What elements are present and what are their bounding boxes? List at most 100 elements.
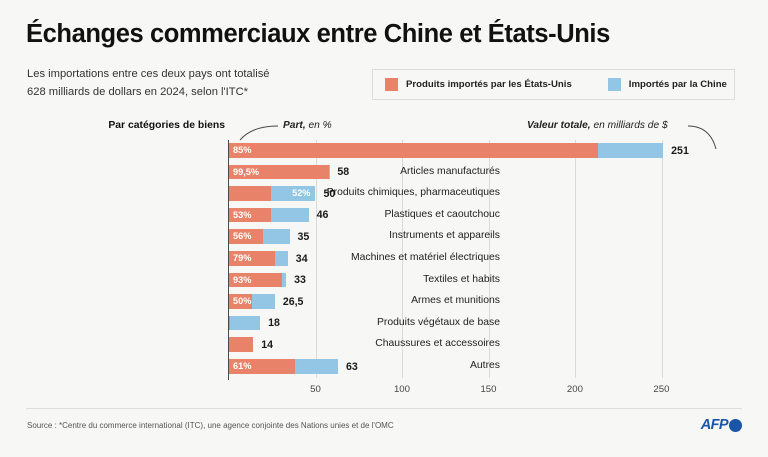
bar-segment-china-imports xyxy=(328,164,330,180)
legend-swatch-china-imports xyxy=(607,78,621,91)
chart-row-total-label: 35 xyxy=(297,230,310,243)
x-tick-label: 50 xyxy=(310,384,321,395)
chart-row-category-label: Machines et matériel électriques xyxy=(350,252,500,263)
chart-row-total-label: 63 xyxy=(345,360,358,373)
afp-logo: AFP xyxy=(701,417,742,433)
chart-row-bar xyxy=(229,337,254,352)
bar-segment-china-imports xyxy=(282,272,287,288)
chart-row-category-label: Produits chimiques, pharmaceutiques xyxy=(326,187,500,199)
legend-label-china-imports: Importés par la Chine xyxy=(628,79,727,90)
annotation-total-bold: Valeur totale, xyxy=(527,120,591,131)
footer-divider xyxy=(26,408,742,409)
bar-segment-us-imports xyxy=(229,315,230,331)
afp-logo-dot-icon xyxy=(729,418,742,432)
chart-row-bar: 99,5% xyxy=(229,164,330,180)
bar-segment-share-label: 93% xyxy=(233,274,252,285)
chart-row: Machines et matériel électriques 79% 34 xyxy=(229,251,741,272)
chart-row-bar: 93% xyxy=(229,272,287,288)
annotation-total-label: Valeur totale, en milliards de $ xyxy=(527,120,668,131)
chart-row-bar: 79% xyxy=(229,251,288,266)
subtitle-line-1: Les importations entre ces deux pays ont… xyxy=(27,68,270,80)
chart-row: Articles manufacturés 99,5% 58 xyxy=(229,164,741,186)
gridline-100 xyxy=(402,140,403,378)
chart-row-bar: 85% xyxy=(229,143,664,158)
chart-row-total-label: 26,5 xyxy=(282,295,304,308)
bar-segment-china-imports xyxy=(229,315,261,331)
bar-segment-us-imports: 61% xyxy=(229,359,296,374)
bar-segment-china-imports: 52% xyxy=(270,186,316,201)
gridline-250 xyxy=(661,140,663,378)
bar-segment-china-imports xyxy=(251,294,275,309)
chart-row-total-label: 50 xyxy=(323,187,336,200)
bar-segment-share-label: 56% xyxy=(233,231,252,242)
bar-segment-share-label: 53% xyxy=(233,209,252,220)
bar-segment-share-label: 52% xyxy=(292,188,311,199)
chart-row-category-label: Plastiques et caoutchouc xyxy=(384,208,500,220)
x-tick-label: 250 xyxy=(653,384,670,395)
chart-row: Produits végétaux de base 18 xyxy=(229,315,741,337)
legend-label-us-imports: Produits importés par les États-Unis xyxy=(406,79,572,90)
legend: Produits importés par les États-Unis Imp… xyxy=(372,69,735,100)
page-title: Échanges commerciaux entre Chine et État… xyxy=(26,20,610,48)
chart-row-category-label: Instruments et appareils xyxy=(389,230,500,242)
chart-category-axis-title: Par catégories de biens xyxy=(108,120,225,131)
bar-segment-china-imports xyxy=(598,143,664,158)
chart-row-total-label: 18 xyxy=(268,317,280,330)
subtitle: Les importations entre ces deux pays ont… xyxy=(27,66,270,101)
annotation-part-label: Part, en % xyxy=(283,120,332,131)
annotation-total-rest: en milliards de $ xyxy=(590,120,668,131)
bar-segment-us-imports: 50% xyxy=(229,294,252,309)
chart-row-bar: 52% xyxy=(229,186,316,201)
bar-segment-us-imports xyxy=(229,337,254,352)
bar-segment-china-imports xyxy=(271,207,309,223)
chart-row-bar: 50% xyxy=(229,294,275,309)
chart-row-total-label: 251 xyxy=(671,144,689,157)
chart-row-category-label: Autres xyxy=(469,360,500,371)
legend-item-china-imports: Importés par la Chine xyxy=(607,78,727,91)
chart-row-category-label: Produits végétaux de base xyxy=(376,316,500,328)
bar-segment-us-imports: 93% xyxy=(229,272,283,288)
bar-segment-share-label: 50% xyxy=(233,296,252,307)
bar-segment-share-label: 99,5% xyxy=(233,166,260,177)
legend-item-us-imports: Produits importés par les États-Unis xyxy=(385,78,572,91)
x-tick-label: 200 xyxy=(566,384,583,395)
chart-row-category-label: Chaussures et accessoires xyxy=(375,338,500,350)
bar-segment-china-imports xyxy=(275,251,288,266)
bar-segment-china-imports xyxy=(295,359,338,374)
chart-row: Plastiques et caoutchouc 53% 46 xyxy=(229,207,741,229)
legend-swatch-us-imports xyxy=(385,78,398,91)
chart-row-total-label: 46 xyxy=(316,209,329,222)
chart-row-bar: 56% xyxy=(229,229,290,244)
bar-segment-us-imports: 53% xyxy=(229,207,272,223)
chart-row: Instruments et appareils 56% 35 xyxy=(229,229,741,250)
chart-row-category-label: Armes et munitions xyxy=(411,295,500,307)
chart-row: Armes et munitions 50% 26,5 xyxy=(229,294,741,315)
gridline-150 xyxy=(488,140,490,378)
subtitle-line-2: 628 milliards de dollars en 2024, selon … xyxy=(27,85,249,98)
x-tick-label: 150 xyxy=(480,384,497,395)
annotation-part-bold: Part, xyxy=(283,120,306,131)
afp-logo-text: AFP xyxy=(700,417,729,433)
chart-row: Produits chimiques, pharmaceutiques 52% 50 xyxy=(229,186,741,207)
chart-row: Chaussures et accessoires 14 xyxy=(229,337,741,358)
bar-segment-us-imports: 56% xyxy=(229,229,263,244)
chart-row: Textiles et habits 93% 33 xyxy=(229,272,741,294)
bar-segment-us-imports xyxy=(229,186,271,201)
chart-row-bar: 53% xyxy=(229,207,309,223)
bar-segment-us-imports: 99,5% xyxy=(229,164,329,180)
bar-segment-share-label: 61% xyxy=(233,361,252,371)
bar-segment-us-imports: 85% xyxy=(229,143,599,158)
gridline-50 xyxy=(315,140,317,378)
annotation-part-rest: en % xyxy=(305,120,332,131)
chart-row-total-label: 58 xyxy=(337,166,350,179)
chart-row-total-label: 33 xyxy=(294,274,306,287)
chart-row-bar: 61% xyxy=(229,359,338,374)
x-tick-label: 100 xyxy=(393,384,410,395)
chart-row-bar xyxy=(229,315,261,331)
bar-segment-china-imports xyxy=(262,229,290,244)
chart-row: Autres 61% 63 xyxy=(229,359,741,380)
